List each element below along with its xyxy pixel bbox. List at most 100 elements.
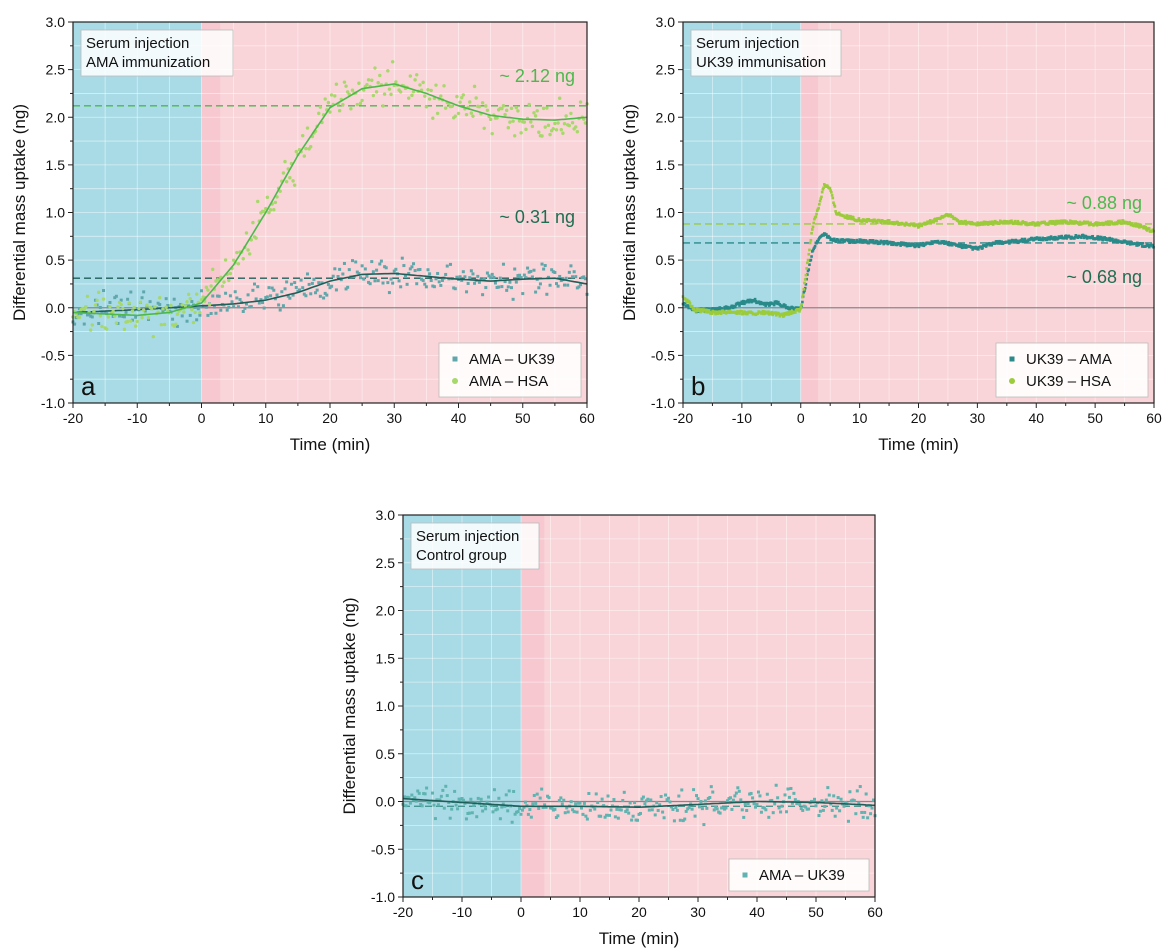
data-point — [1069, 221, 1073, 225]
data-point — [379, 259, 383, 263]
x-tick-label: 20 — [911, 410, 927, 426]
data-point — [268, 208, 273, 212]
data-point — [338, 267, 342, 271]
data-point — [655, 801, 659, 805]
data-point — [890, 243, 893, 246]
data-point — [490, 272, 494, 276]
data-point — [410, 265, 414, 269]
data-point — [563, 811, 567, 815]
data-point — [469, 269, 473, 273]
data-point — [392, 269, 396, 273]
data-point — [787, 795, 791, 799]
data-point — [460, 278, 464, 282]
data-point — [124, 310, 128, 314]
data-point — [328, 110, 332, 114]
data-point — [710, 312, 714, 316]
data-point — [802, 290, 806, 294]
data-point — [653, 813, 657, 817]
data-point — [200, 289, 203, 293]
y-tick-label: 0.5 — [656, 252, 676, 268]
data-point — [519, 812, 523, 816]
x-tick-label: 60 — [1146, 410, 1162, 426]
data-point — [370, 78, 374, 82]
data-point — [97, 290, 101, 295]
data-point — [248, 305, 252, 309]
data-point — [811, 800, 815, 804]
data-point — [159, 322, 164, 327]
data-point — [813, 797, 817, 801]
data-point — [164, 297, 168, 301]
data-point — [815, 209, 819, 212]
data-point — [559, 127, 563, 132]
data-point — [1054, 236, 1058, 240]
data-point — [784, 304, 787, 307]
data-point — [575, 286, 579, 290]
data-point — [532, 111, 536, 115]
data-point — [941, 241, 945, 245]
data-point — [1054, 219, 1058, 223]
data-point — [246, 248, 250, 252]
data-point — [267, 210, 271, 215]
data-point — [1056, 221, 1059, 224]
data-point — [1073, 235, 1077, 239]
data-point — [1085, 221, 1088, 225]
x-axis-label: Time (min) — [290, 435, 371, 454]
data-point — [814, 215, 818, 219]
data-point — [421, 278, 425, 282]
data-point — [818, 199, 822, 203]
data-point — [895, 243, 899, 247]
data-point — [97, 322, 101, 326]
data-point — [169, 303, 173, 308]
data-point — [233, 290, 237, 294]
data-point — [842, 804, 846, 808]
data-point — [439, 283, 443, 287]
data-point — [429, 88, 433, 93]
data-point — [272, 288, 276, 292]
data-point — [436, 803, 440, 807]
data-point — [1046, 237, 1050, 241]
data-point — [575, 130, 580, 134]
data-point — [371, 93, 376, 98]
data-point — [811, 249, 815, 252]
data-point — [370, 260, 374, 264]
data-point — [1095, 221, 1098, 224]
data-point — [113, 296, 117, 300]
data-point — [190, 308, 194, 312]
data-point — [887, 219, 891, 222]
data-point — [861, 815, 865, 819]
data-point — [962, 221, 966, 225]
data-point — [329, 93, 334, 97]
data-point — [832, 794, 836, 798]
data-point — [826, 236, 830, 239]
data-point — [973, 245, 977, 249]
legend-label: UK39 – AMA — [1026, 351, 1112, 368]
data-point — [374, 90, 379, 94]
data-point — [1051, 219, 1055, 223]
data-point — [428, 801, 432, 805]
data-point — [1144, 225, 1148, 229]
data-point — [1038, 236, 1042, 240]
series-c-0 — [401, 783, 877, 827]
data-point — [750, 300, 753, 304]
data-point — [1151, 228, 1155, 232]
data-point — [511, 297, 515, 301]
data-point — [482, 126, 486, 130]
data-point — [1008, 240, 1012, 244]
data-point — [705, 806, 709, 810]
data-point — [320, 281, 324, 285]
data-point — [756, 790, 760, 794]
data-point — [301, 286, 305, 290]
data-point — [569, 264, 573, 268]
data-point — [479, 797, 483, 801]
data-point — [357, 272, 361, 276]
data-point — [929, 241, 933, 245]
data-point — [283, 159, 287, 164]
panel-letter: b — [691, 371, 705, 401]
data-point — [747, 300, 751, 304]
data-point — [488, 117, 493, 122]
data-point — [743, 302, 746, 306]
data-point — [130, 309, 135, 313]
data-point — [1037, 238, 1041, 242]
data-point — [206, 288, 210, 292]
data-point — [753, 299, 756, 302]
